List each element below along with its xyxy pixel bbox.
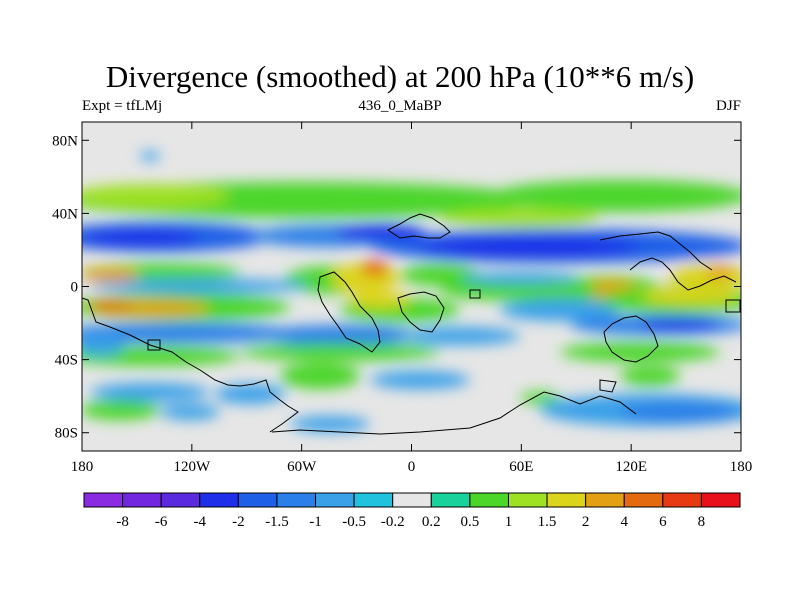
colorbar-swatch	[122, 492, 162, 508]
colorbar-swatch	[469, 492, 509, 508]
x-tick-label: 120E	[615, 459, 647, 475]
colorbar-level-label: 1	[505, 514, 513, 530]
colorbar-swatch	[83, 492, 124, 508]
colorbar-swatch	[700, 492, 741, 508]
colorbar-swatch	[546, 492, 587, 508]
colorbar-level-label: 0.2	[422, 514, 441, 530]
colorbar-level-label: 2	[582, 514, 590, 530]
experiment-label: Expt = tfLMj	[82, 98, 163, 114]
x-tick-label: 0	[408, 459, 416, 475]
colorbar-swatch	[662, 492, 702, 508]
season-label: DJF	[715, 98, 741, 114]
colorbar-level-label: 0.5	[461, 514, 480, 530]
colorbar-swatch	[237, 492, 278, 508]
period-label: 436_0_MaBP	[358, 98, 442, 114]
colorbar-level-label: 1.5	[538, 514, 557, 530]
colorbar-swatch	[353, 492, 394, 508]
colorbar-level-label: 8	[698, 514, 706, 530]
colorbar-level-label: -2	[232, 514, 245, 530]
y-tick-label: 0	[71, 280, 79, 296]
axis-ticks	[81, 122, 742, 451]
x-tick-label: 120W	[173, 459, 211, 475]
colorbar-level-label: -8	[116, 514, 129, 530]
y-tick-label: 40S	[55, 353, 78, 369]
colorbar-swatch	[623, 492, 664, 508]
colorbar-level-label: -0.2	[381, 514, 405, 530]
divergence-field	[82, 151, 741, 432]
colorbar-swatch	[276, 492, 317, 508]
x-tick-label: 60E	[509, 459, 533, 475]
colorbar-level-label: -4	[194, 514, 207, 530]
coastlines	[82, 213, 741, 435]
colorbar-swatch	[392, 492, 432, 508]
y-axis-labels: 80N 40N 0 40S 80S	[52, 133, 78, 441]
colorbar-level-label: -0.5	[342, 514, 366, 530]
colorbar-level-label: -1	[309, 514, 322, 530]
colorbar-swatch	[430, 492, 471, 508]
colorbar-swatch	[507, 492, 548, 508]
y-tick-label: 40N	[52, 206, 78, 222]
chart-title: Divergence (smoothed) at 200 hPa (10**6 …	[105, 59, 695, 94]
colorbar-labels: -8 -6 -4 -2 -1.5 -1 -0.5 -0.2 0.2 0.5 1 1.5 2 4 6 8	[116, 514, 705, 530]
y-tick-label: 80N	[52, 133, 78, 149]
colorbar	[83, 492, 741, 508]
colorbar-swatch	[315, 492, 355, 508]
x-tick-label: 60W	[287, 459, 317, 475]
colorbar-level-label: -1.5	[265, 514, 289, 530]
x-tick-label: 180	[71, 459, 94, 475]
y-tick-label: 80S	[55, 426, 78, 442]
x-axis-labels: 180 120W 60W 0 60E 120E 180	[71, 459, 753, 475]
colorbar-level-label: -6	[155, 514, 168, 530]
x-tick-label: 180	[730, 459, 753, 475]
colorbar-level-label: 6	[659, 514, 667, 530]
colorbar-level-label: 4	[620, 514, 628, 530]
colorbar-swatch	[160, 492, 201, 508]
colorbar-swatch	[585, 492, 625, 508]
colorbar-swatch	[199, 492, 239, 508]
